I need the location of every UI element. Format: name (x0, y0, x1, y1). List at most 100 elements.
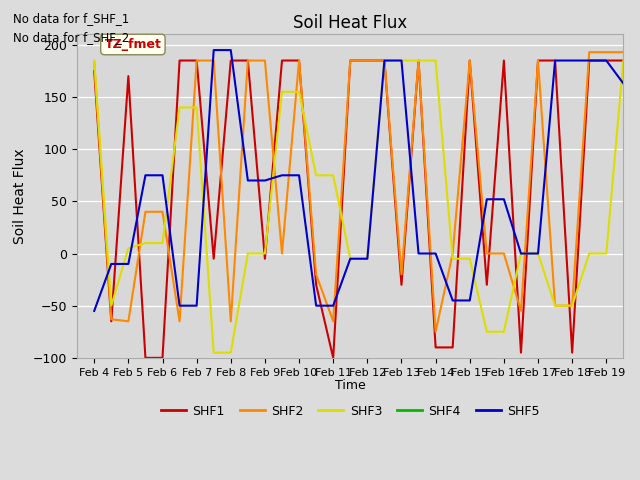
SHF3 (602, 251, 610, 256)
SHF5 (466, 298, 474, 303)
SHF1 (483, 282, 491, 288)
SHF1 (620, 58, 627, 63)
SHF2 (500, 251, 508, 256)
SHF5 (586, 58, 593, 63)
SHF3 (620, 58, 627, 63)
SHF5 (500, 196, 508, 202)
SHF3 (193, 105, 200, 110)
SHF1 (466, 58, 474, 63)
SHF5 (415, 251, 422, 256)
SHF5 (108, 261, 115, 267)
SHF3 (449, 256, 456, 262)
SHF2 (586, 49, 593, 55)
SHF1 (397, 282, 405, 288)
SHF1 (261, 256, 269, 262)
SHF2 (397, 272, 405, 277)
Text: TZ_fmet: TZ_fmet (104, 38, 161, 51)
SHF2 (125, 318, 132, 324)
SHF3 (176, 105, 184, 110)
Line: SHF3: SHF3 (94, 60, 623, 353)
SHF5 (381, 58, 388, 63)
SHF5 (449, 298, 456, 303)
SHF2 (312, 272, 320, 277)
SHF3 (397, 58, 405, 63)
SHF2 (244, 58, 252, 63)
SHF1 (227, 58, 235, 63)
SHF5 (330, 303, 337, 309)
SHF5 (261, 178, 269, 183)
SHF5 (483, 196, 491, 202)
Line: SHF5: SHF5 (94, 50, 623, 311)
SHF1 (210, 256, 218, 262)
SHF2 (602, 49, 610, 55)
SHF5 (176, 303, 184, 309)
SHF2 (568, 303, 576, 309)
SHF5 (568, 58, 576, 63)
SHF1 (381, 58, 388, 63)
SHF3 (295, 89, 303, 95)
SHF3 (483, 329, 491, 335)
SHF5 (432, 251, 440, 256)
X-axis label: Time: Time (335, 379, 365, 392)
SHF1 (551, 58, 559, 63)
SHF3 (534, 251, 542, 256)
SHF2 (432, 329, 440, 335)
SHF3 (159, 240, 166, 246)
SHF1 (602, 58, 610, 63)
SHF3 (466, 256, 474, 262)
SHF2 (176, 318, 184, 324)
SHF2 (210, 58, 218, 63)
SHF1 (193, 58, 200, 63)
Y-axis label: Soil Heat Flux: Soil Heat Flux (13, 148, 28, 244)
SHF3 (108, 303, 115, 309)
SHF2 (227, 318, 235, 324)
SHF2 (193, 58, 200, 63)
SHF1 (330, 355, 337, 360)
SHF3 (381, 58, 388, 63)
SHF1 (432, 345, 440, 350)
SHF1 (517, 350, 525, 356)
SHF2 (159, 209, 166, 215)
Line: SHF1: SHF1 (94, 60, 623, 358)
SHF3 (90, 58, 98, 63)
Title: Soil Heat Flux: Soil Heat Flux (293, 13, 408, 32)
SHF1 (415, 58, 422, 63)
SHF5 (125, 261, 132, 267)
SHF5 (278, 172, 286, 178)
SHF2 (381, 58, 388, 63)
SHF3 (210, 350, 218, 356)
SHF3 (415, 58, 422, 63)
SHF1 (278, 58, 286, 63)
SHF5 (312, 303, 320, 309)
SHF2 (346, 58, 354, 63)
SHF2 (295, 58, 303, 63)
SHF3 (261, 251, 269, 256)
SHF5 (620, 81, 627, 86)
SHF5 (227, 47, 235, 53)
SHF3 (586, 251, 593, 256)
SHF1 (108, 318, 115, 324)
SHF1 (176, 58, 184, 63)
SHF1 (364, 58, 371, 63)
SHF1 (586, 58, 593, 63)
SHF2 (517, 308, 525, 314)
Text: No data for f_SHF_1: No data for f_SHF_1 (13, 12, 129, 25)
SHF3 (312, 172, 320, 178)
SHF3 (330, 172, 337, 178)
SHF5 (90, 308, 98, 314)
SHF1 (90, 68, 98, 74)
SHF2 (141, 209, 149, 215)
SHF5 (210, 47, 218, 53)
SHF2 (466, 58, 474, 63)
SHF3 (244, 251, 252, 256)
SHF1 (568, 350, 576, 356)
Legend: SHF1, SHF2, SHF3, SHF4, SHF5: SHF1, SHF2, SHF3, SHF4, SHF5 (156, 400, 545, 423)
SHF1 (125, 73, 132, 79)
SHF5 (159, 172, 166, 178)
SHF2 (330, 318, 337, 324)
SHF3 (125, 245, 132, 251)
SHF1 (312, 282, 320, 288)
SHF2 (620, 49, 627, 55)
SHF2 (364, 58, 371, 63)
SHF2 (449, 251, 456, 256)
